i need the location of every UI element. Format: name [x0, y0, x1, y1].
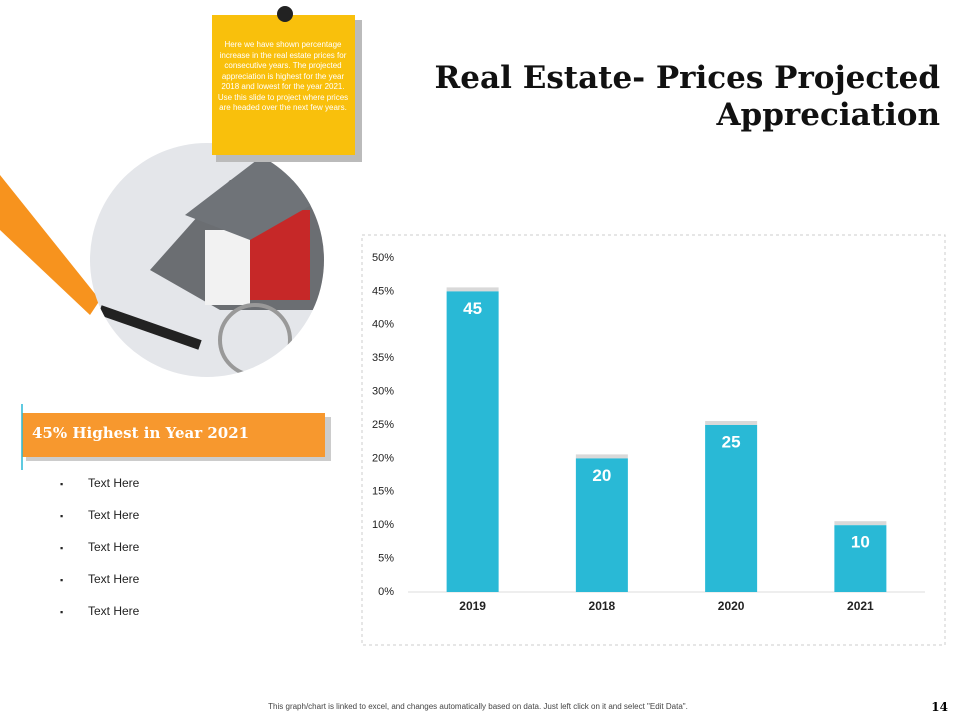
orange-ribbon — [0, 175, 100, 315]
sticky-note — [212, 15, 355, 155]
data-label: 10 — [851, 533, 870, 552]
y-tick-label: 5% — [378, 553, 394, 565]
bar — [575, 458, 628, 592]
y-tick-label: 15% — [372, 486, 394, 498]
y-tick-label: 25% — [372, 419, 394, 431]
x-tick-label: 2021 — [847, 599, 874, 613]
y-tick-label: 40% — [372, 319, 394, 331]
bullet: Text Here — [60, 570, 139, 602]
footer: This graph/chart is linked to excel, and… — [268, 702, 688, 711]
y-tick-label: 35% — [372, 352, 394, 364]
bar — [705, 425, 758, 592]
data-label: 45 — [463, 299, 482, 318]
y-tick-label: 0% — [378, 586, 394, 598]
bullet: Text Here — [60, 506, 139, 538]
bullet-list: Text HereText HereText HereText HereText… — [60, 474, 139, 634]
x-tick-label: 2019 — [459, 599, 486, 613]
highlight-text: 45% Highest in Year 2021 — [32, 424, 250, 442]
bar — [446, 291, 499, 592]
data-label: 20 — [592, 466, 611, 485]
photo — [90, 143, 324, 377]
bar-cap — [446, 287, 499, 292]
bar-cap — [575, 454, 628, 459]
x-tick-label: 2020 — [718, 599, 745, 613]
bullet: Text Here — [60, 538, 139, 570]
bar-cap — [834, 521, 887, 526]
pin — [277, 6, 293, 22]
y-tick-label: 20% — [372, 452, 394, 464]
bullet: Text Here — [60, 602, 139, 634]
data-label: 25 — [722, 432, 741, 451]
y-tick-label: 50% — [372, 252, 394, 264]
note-text: Here we have shown percentage increase i… — [217, 40, 349, 112]
chart: 0%5%10%15%20%25%30%35%40%45%50%201945201… — [372, 252, 887, 613]
page-number: 14 — [931, 700, 948, 714]
highlight-bar — [22, 413, 325, 457]
y-tick-label: 45% — [372, 285, 394, 297]
bar-cap — [705, 421, 758, 425]
x-tick-label: 2018 — [589, 599, 616, 613]
slide-title: Real Estate- Prices Projected Appreciati… — [434, 60, 940, 133]
bar — [834, 525, 887, 592]
y-tick-label: 10% — [372, 519, 394, 531]
bullet: Text Here — [60, 474, 139, 506]
chart-frame — [361, 234, 946, 646]
y-tick-label: 30% — [372, 386, 394, 398]
